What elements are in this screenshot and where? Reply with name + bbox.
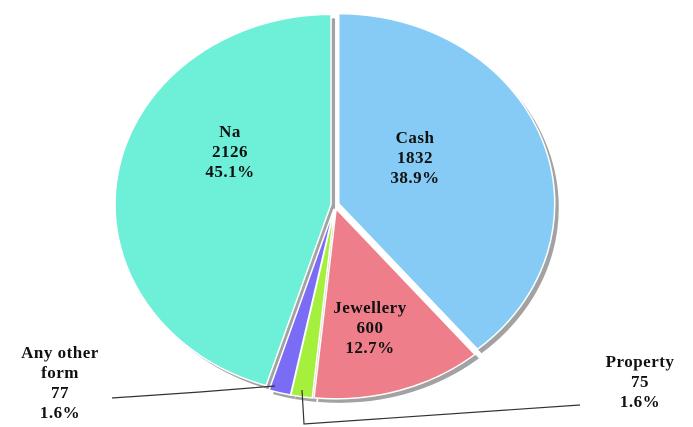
percent-label: 1.6% <box>39 403 81 422</box>
value-label: 1832 <box>397 148 433 167</box>
slice-label: Na 2126 45.1% <box>190 122 270 182</box>
percent-label: 45.1% <box>205 162 255 181</box>
value-label: 77 <box>51 383 69 402</box>
slice-label: Jewellery 600 12.7% <box>325 298 415 358</box>
category-label: Na <box>219 122 241 141</box>
category-label: Cash <box>395 128 435 147</box>
slice <box>114 13 332 387</box>
category-label: Jewellery <box>333 298 407 317</box>
leader-line <box>301 389 581 425</box>
slice <box>268 208 335 396</box>
slice-label: Property 75 1.6% <box>590 352 690 412</box>
value-label: 2126 <box>212 142 248 161</box>
category-label: Property <box>605 352 675 371</box>
pie <box>114 12 559 403</box>
slice-label: Cash 1832 38.9% <box>375 128 455 188</box>
percent-label: 1.6% <box>619 392 661 411</box>
percent-label: 12.7% <box>345 338 395 357</box>
slice <box>313 207 477 400</box>
value-label: 600 <box>356 318 384 337</box>
slice <box>338 12 556 351</box>
leader-line <box>111 385 276 399</box>
slice-label: Any other form 77 1.6% <box>5 343 115 423</box>
percent-label: 38.9% <box>390 168 440 187</box>
category-label: Any other form <box>21 343 99 382</box>
value-label: 75 <box>631 372 649 391</box>
